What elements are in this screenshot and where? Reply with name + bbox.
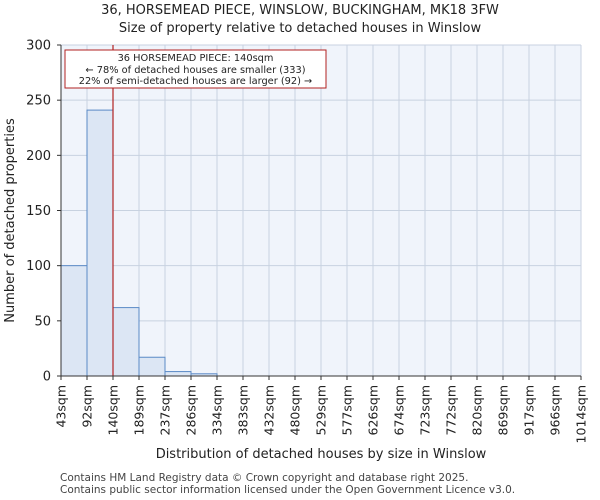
x-tick-label: 237sqm bbox=[158, 385, 173, 435]
footer-attribution-2: Contains public sector information licen… bbox=[60, 484, 516, 496]
x-tick-label: 432sqm bbox=[262, 385, 277, 435]
x-tick-label: 674sqm bbox=[392, 385, 407, 435]
annotation-line-3: 22% of semi-detached houses are larger (… bbox=[79, 76, 313, 87]
y-axis-label: Number of detached properties bbox=[3, 118, 18, 323]
x-tick-label: 334sqm bbox=[210, 385, 225, 435]
x-axis-label: Distribution of detached houses by size … bbox=[156, 447, 487, 462]
x-tick-label: 723sqm bbox=[418, 385, 433, 435]
histogram-bar bbox=[86, 109, 114, 377]
bar-series bbox=[60, 109, 218, 377]
x-tick-label: 189sqm bbox=[132, 385, 147, 435]
y-tick-label: 0 bbox=[43, 370, 51, 385]
x-tick-label: 43sqm bbox=[54, 385, 69, 428]
y-tick-label: 250 bbox=[26, 94, 51, 109]
histogram-bar bbox=[112, 307, 140, 377]
x-tick-label: 1014sqm bbox=[574, 385, 589, 443]
x-tick-label: 529sqm bbox=[314, 385, 329, 435]
annotation-line-2: ← 78% of detached houses are smaller (33… bbox=[85, 65, 305, 76]
histogram-bar bbox=[138, 356, 166, 377]
annotation-line-1: 36 HORSEMEAD PIECE: 140sqm bbox=[118, 53, 274, 64]
chart-subtitle: Size of property relative to detached ho… bbox=[118, 21, 482, 36]
histogram-bar bbox=[164, 371, 192, 377]
annotation-frame bbox=[64, 49, 327, 89]
y-tick-label: 300 bbox=[26, 39, 51, 54]
y-tick-label: 200 bbox=[26, 149, 51, 164]
y-tick-label: 100 bbox=[26, 259, 51, 274]
footer-attribution-1: Contains HM Land Registry data © Crown c… bbox=[60, 472, 469, 484]
annotation-box: 36 HORSEMEAD PIECE: 140sqm ← 78% of deta… bbox=[64, 49, 327, 89]
y-tick-label: 50 bbox=[34, 314, 51, 329]
x-tick-label: 383sqm bbox=[236, 385, 251, 435]
x-tick-label: 626sqm bbox=[366, 385, 381, 435]
x-tick-label: 966sqm bbox=[548, 385, 563, 435]
axes: 0 50 100 150 200 250 300 43sqm 92sqm 140sqm 189sqm… bbox=[26, 39, 588, 444]
chart-title: 36, HORSEMEAD PIECE, WINSLOW, BUCKINGHAM… bbox=[101, 3, 499, 18]
y-tick-label: 150 bbox=[26, 204, 51, 219]
x-tick-label: 869sqm bbox=[496, 385, 511, 435]
x-tick-label: 140sqm bbox=[106, 385, 121, 435]
x-tick-label: 772sqm bbox=[444, 385, 459, 435]
histogram-bar bbox=[60, 265, 88, 377]
x-tick-label: 92sqm bbox=[80, 385, 95, 428]
x-tick-label: 820sqm bbox=[470, 385, 485, 435]
x-tick-label: 917sqm bbox=[522, 385, 537, 435]
x-tick-label: 286sqm bbox=[184, 385, 199, 435]
x-tick-label: 577sqm bbox=[340, 385, 355, 435]
x-tick-label: 480sqm bbox=[288, 385, 303, 435]
